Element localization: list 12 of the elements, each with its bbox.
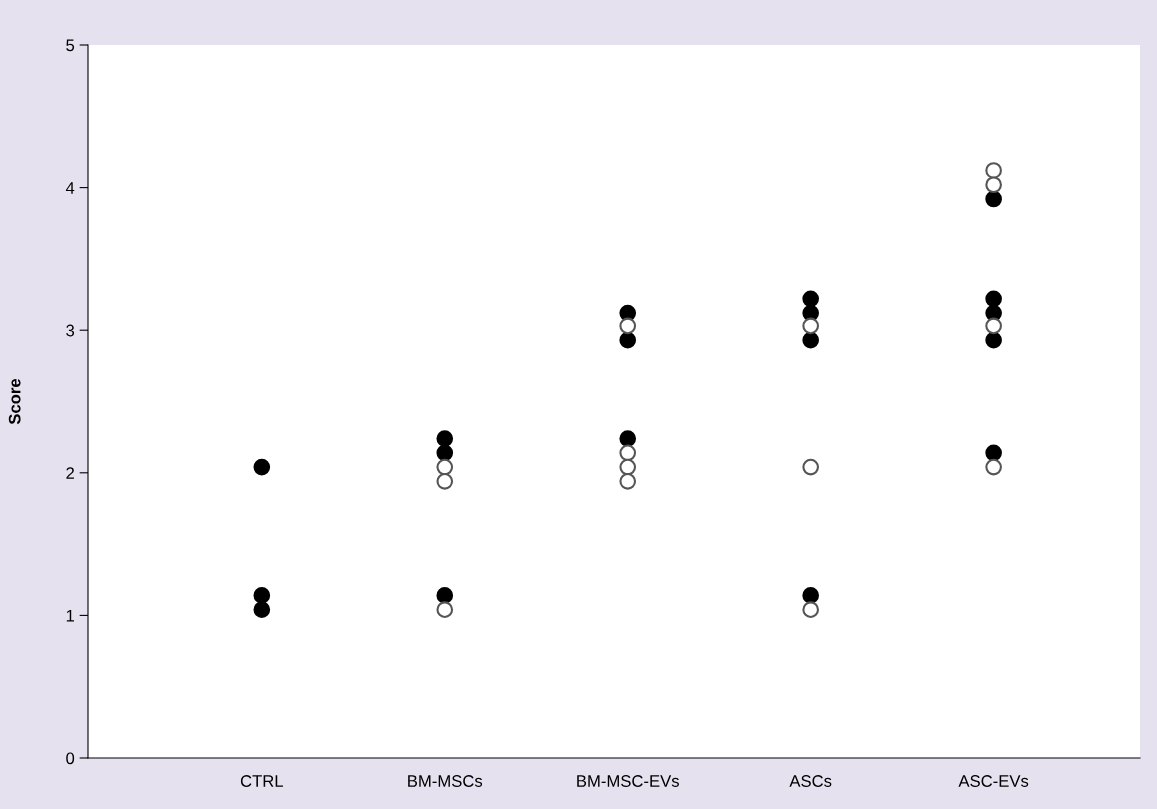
y-tick-label: 5 [66, 39, 75, 52]
x-tick-label: ASC-EVs [958, 775, 1029, 787]
y-tick-label: 1 [66, 609, 74, 622]
y-tick-label: 3 [66, 324, 75, 337]
y-tick-label: 0 [66, 752, 75, 765]
x-tick-label: CTRL [240, 775, 284, 787]
x-tick-label: BM-MSC-EVs [577, 775, 679, 787]
x-tick-label: BM-MSCs [408, 775, 483, 787]
y-axis-title: Score [8, 378, 21, 425]
y-tick-label: 2 [66, 467, 74, 479]
y-tick-label: 4 [65, 182, 75, 194]
x-tick-label: ASCs [789, 775, 832, 787]
